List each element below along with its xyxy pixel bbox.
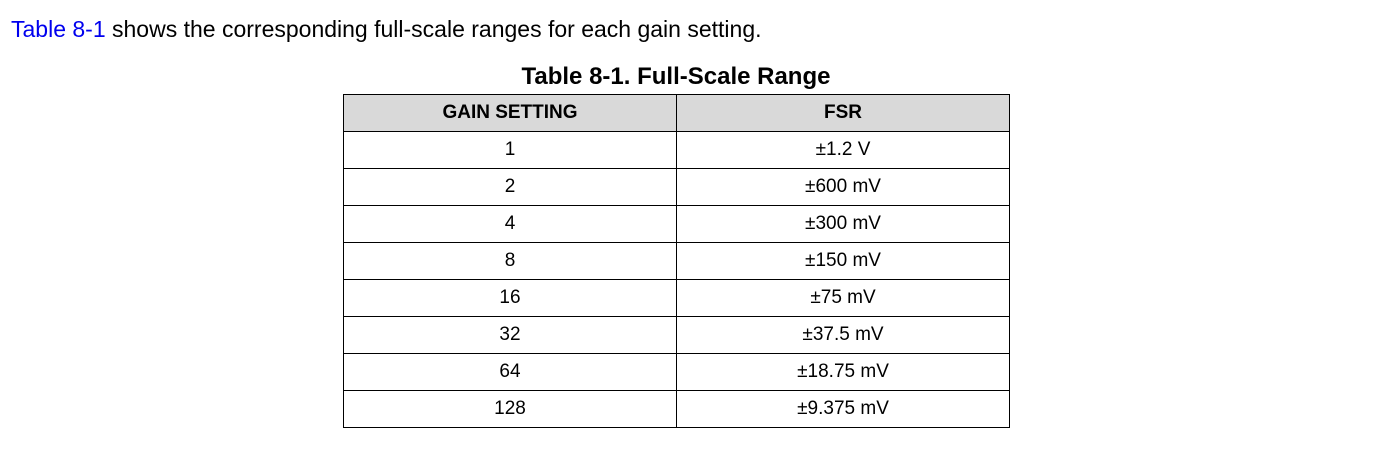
fsr-cell: ±300 mV [676, 205, 1010, 243]
table-row: 128 ±9.375 mV [343, 390, 1010, 428]
fsr-cell: ±37.5 mV [676, 316, 1010, 354]
gain-cell: 32 [343, 316, 677, 354]
table-row: 4 ±300 mV [343, 205, 1010, 243]
table-row: 2 ±600 mV [343, 168, 1010, 206]
fsr-cell: ±9.375 mV [676, 390, 1010, 428]
gain-cell: 128 [343, 390, 677, 428]
full-scale-range-table: GAIN SETTING FSR 1 ±1.2 V 2 ±600 mV 4 ±3… [343, 94, 1010, 428]
fsr-cell: ±18.75 mV [676, 353, 1010, 391]
gain-cell: 2 [343, 168, 677, 206]
header-gain-setting: GAIN SETTING [343, 94, 677, 132]
header-fsr: FSR [676, 94, 1010, 132]
table-row: 32 ±37.5 mV [343, 316, 1010, 354]
gain-cell: 1 [343, 131, 677, 169]
fsr-cell: ±600 mV [676, 168, 1010, 206]
table-row: 1 ±1.2 V [343, 131, 1010, 169]
table-header-row: GAIN SETTING FSR [343, 94, 1010, 132]
intro-paragraph: Table 8-1 shows the corresponding full-s… [11, 14, 762, 44]
intro-text: shows the corresponding full-scale range… [105, 16, 762, 42]
gain-cell: 64 [343, 353, 677, 391]
fsr-cell: ±75 mV [676, 279, 1010, 317]
table-row: 16 ±75 mV [343, 279, 1010, 317]
fsr-cell: ±1.2 V [676, 131, 1010, 169]
table-row: 8 ±150 mV [343, 242, 1010, 280]
fsr-cell: ±150 mV [676, 242, 1010, 280]
gain-cell: 4 [343, 205, 677, 243]
table-reference-link[interactable]: Table 8-1 [11, 16, 106, 42]
table-title: Table 8-1. Full-Scale Range [521, 63, 831, 90]
table-row: 64 ±18.75 mV [343, 353, 1010, 391]
gain-cell: 16 [343, 279, 677, 317]
gain-cell: 8 [343, 242, 677, 280]
